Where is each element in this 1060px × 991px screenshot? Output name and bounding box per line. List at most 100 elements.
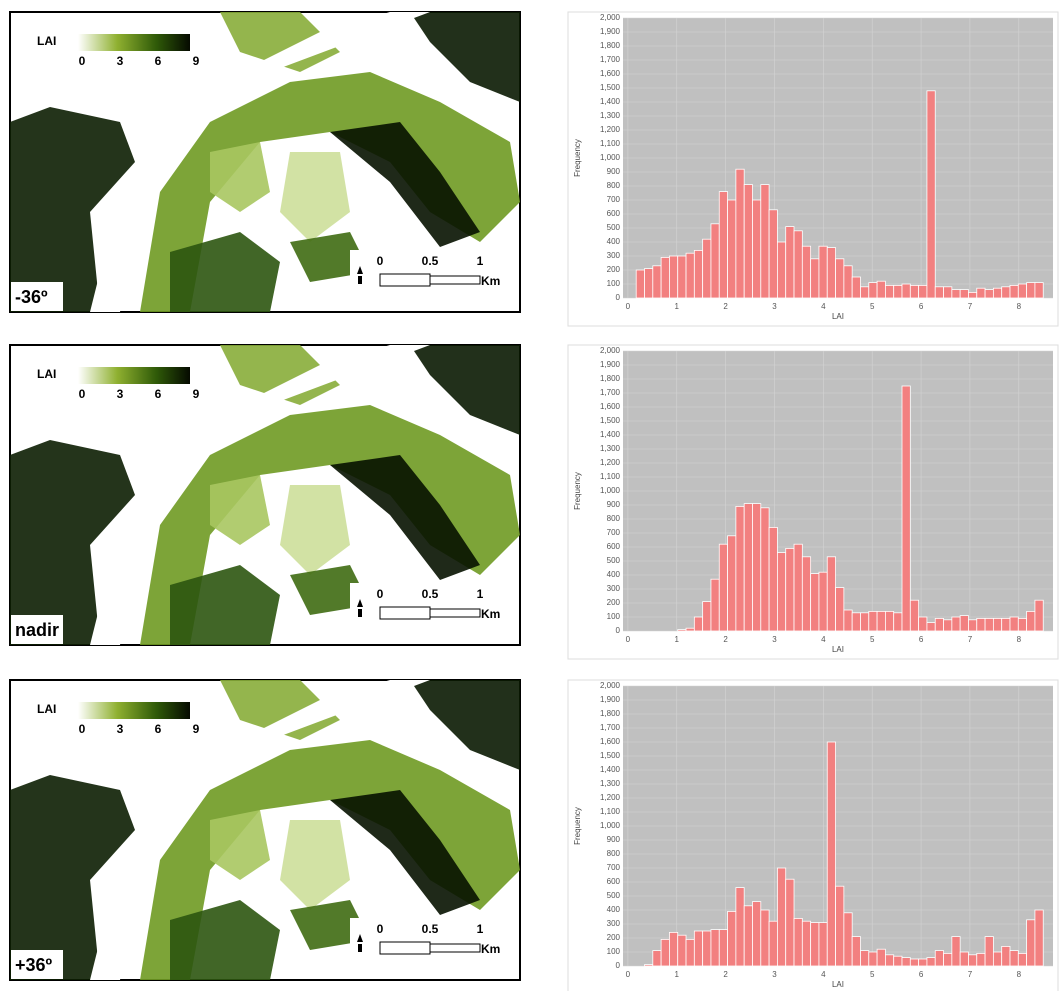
bar (976, 287, 986, 299)
view-label: -36º (15, 287, 48, 307)
y-tick-label: 1,100 (600, 807, 621, 816)
scale-box (350, 250, 515, 300)
y-tick-label: 1,700 (600, 723, 621, 732)
bar (752, 901, 762, 967)
y-tick-label: 900 (607, 500, 621, 509)
map-region (140, 740, 520, 980)
bar (685, 939, 695, 967)
bar (959, 289, 969, 299)
y-tick-label: 1,300 (600, 111, 621, 120)
view-label-box (11, 950, 63, 979)
y-tick-label: 1,600 (600, 402, 621, 411)
bar (909, 958, 920, 967)
bar (951, 936, 961, 967)
view-label-box (11, 615, 63, 644)
bar (1026, 282, 1036, 299)
y-tick-label: 1,800 (600, 374, 621, 383)
y-tick-label: 1,400 (600, 765, 621, 774)
bar (677, 255, 687, 299)
bar (710, 223, 720, 299)
bar (984, 289, 994, 299)
y-tick-label: 1,800 (600, 709, 621, 718)
bar (934, 286, 944, 299)
bar (752, 199, 762, 299)
legend-tick-label: 9 (193, 54, 200, 68)
scale-tick-label: 0 (377, 587, 384, 601)
x-tick-label: 7 (968, 635, 973, 644)
y-tick-label: 800 (607, 181, 621, 190)
map-region (280, 485, 350, 575)
x-tick-label: 3 (772, 970, 777, 979)
y-tick-label: 0 (616, 961, 621, 970)
bar (727, 535, 737, 632)
bar (652, 265, 662, 299)
y-tick-label: 1,300 (600, 779, 621, 788)
bar (710, 578, 720, 632)
bar (810, 258, 820, 299)
x-tick-label: 8 (1017, 635, 1022, 644)
scale-tick-label: 1 (477, 254, 484, 268)
legend-tick-label: 3 (117, 54, 124, 68)
scale-bar (429, 275, 481, 285)
y-tick-label: 1,200 (600, 793, 621, 802)
x-tick-label: 1 (675, 635, 680, 644)
bar (669, 255, 679, 299)
map-region (330, 122, 480, 247)
y-tick-label: 100 (607, 947, 621, 956)
map-region (280, 152, 350, 242)
legend-tick-label: 0 (79, 54, 86, 68)
bar (884, 284, 895, 299)
y-tick-label: 1,500 (600, 751, 621, 760)
legend-gradient (78, 34, 190, 51)
bar (909, 284, 920, 299)
bar (768, 527, 778, 632)
bar (860, 950, 870, 967)
x-tick-label: 8 (1017, 302, 1022, 311)
bar (785, 226, 795, 299)
scale-bar (379, 941, 431, 955)
y-tick-label: 700 (607, 528, 621, 537)
map-region (280, 820, 350, 910)
bar (984, 936, 994, 967)
bar (735, 887, 745, 967)
bar (793, 918, 803, 967)
map-region (170, 900, 280, 980)
y-tick-label: 500 (607, 891, 621, 900)
bar (677, 629, 687, 632)
y-tick-label: 700 (607, 195, 621, 204)
bar (1001, 618, 1011, 632)
bar (926, 622, 936, 632)
bar (801, 556, 812, 632)
map-region (10, 107, 135, 312)
scale-tick-label: 0.5 (422, 922, 439, 936)
legend-tick-label: 6 (155, 387, 162, 401)
bar (934, 618, 944, 632)
bar (1001, 286, 1011, 299)
bar (1001, 946, 1011, 967)
scale-box (350, 918, 515, 968)
north-arrow (357, 599, 363, 617)
scale-unit: Km (481, 274, 500, 288)
bar (793, 543, 803, 632)
map-region (210, 475, 270, 545)
y-tick-label: 1,000 (600, 153, 621, 162)
scale-tick-label: 1 (477, 587, 484, 601)
bar (934, 950, 944, 967)
bar (959, 951, 969, 967)
bar (677, 934, 687, 967)
bar (826, 247, 836, 299)
bar (801, 245, 812, 299)
y-tick-label: 1,100 (600, 472, 621, 481)
bar (943, 286, 953, 299)
bar (1026, 611, 1036, 632)
y-tick-label: 600 (607, 877, 621, 886)
x-tick-label: 4 (821, 970, 826, 979)
bar (826, 556, 836, 632)
bar (884, 954, 895, 967)
bar (860, 286, 870, 299)
y-tick-label: 1,900 (600, 27, 621, 36)
legend-tick-label: 3 (117, 387, 124, 401)
scale-bar (379, 606, 431, 620)
bar (943, 953, 953, 967)
bar (959, 615, 969, 632)
